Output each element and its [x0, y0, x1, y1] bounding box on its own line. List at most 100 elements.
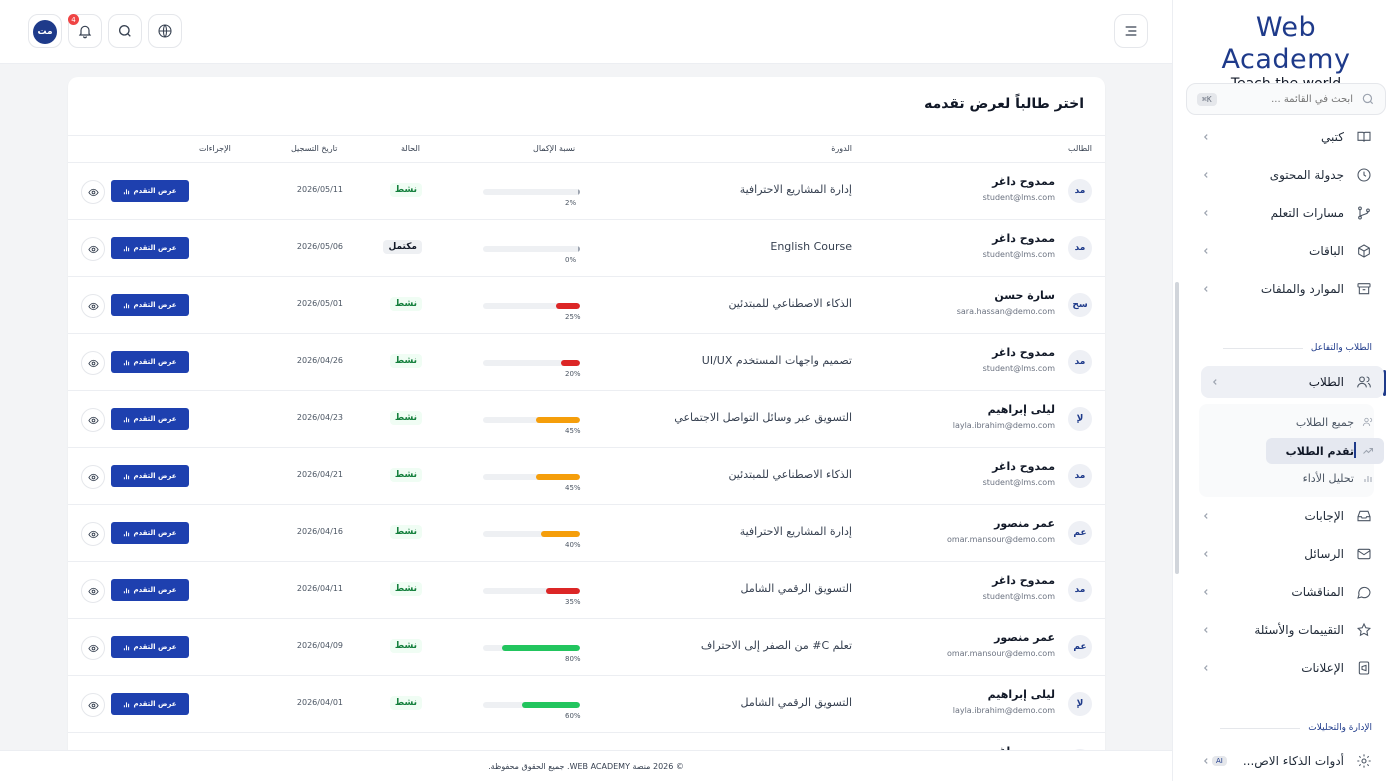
sidebar-item-answers[interactable]: الإجابات [1202, 500, 1372, 532]
progress-bar [483, 417, 580, 423]
view-progress-label: عرض التقدم [133, 244, 177, 252]
submenu-item-performance-analysis[interactable]: تحليل الأداء [1266, 465, 1384, 491]
sidebar-search-input[interactable] [1216, 93, 1353, 105]
logo[interactable]: Web Academy Teach the world [1188, 12, 1384, 92]
student-name: ليلى إبراهيم [987, 688, 1055, 701]
eye-icon [87, 587, 99, 595]
preview-button[interactable] [81, 180, 105, 204]
sidebar-item-messages[interactable]: الرسائل [1202, 538, 1372, 570]
view-progress-button[interactable]: عرض التقدم [111, 351, 189, 373]
sidebar-item-announcements[interactable]: الإعلانات [1202, 652, 1372, 684]
settings-icon [1357, 754, 1371, 768]
sidebar-item-content-schedule[interactable]: جدولة المحتوى [1202, 159, 1372, 191]
section-label-admin: الإدارة والتحليلات [1220, 723, 1372, 733]
submenu-item-all-students[interactable]: جميع الطلاب [1266, 409, 1384, 435]
course-name: تصميم واجهات المستخدم UI/UX [701, 354, 852, 367]
users-icon [1362, 417, 1373, 427]
divider [1220, 727, 1301, 729]
preview-button[interactable] [81, 351, 105, 375]
sidebar-item-my-books[interactable]: كتبي [1202, 121, 1372, 153]
student-avatar: لإ [1068, 692, 1092, 716]
sidebar-item-label: أدوات الذكاء الاص... [1242, 754, 1344, 768]
enrollment-date: 2026/04/01 [296, 698, 343, 707]
sidebar-item-resources[interactable]: الموارد والملفات [1202, 273, 1372, 305]
language-button[interactable] [148, 14, 182, 48]
course-name: إدارة المشاريع الاحترافية [739, 183, 852, 196]
submenu-active-indicator [1354, 442, 1356, 458]
preview-button[interactable] [81, 294, 105, 318]
preview-button[interactable] [81, 579, 105, 603]
sidebar: Web Academy Teach the world ⌘K كتبي جدول… [1172, 0, 1400, 781]
sidebar-item-discussions[interactable]: المناقشات [1202, 576, 1372, 608]
progress-label: 80% [565, 655, 581, 663]
sidebar-item-reviews[interactable]: التقييمات والأسئلة [1202, 614, 1372, 646]
student-email: student@lms.com [982, 250, 1055, 259]
progress-fill [521, 702, 580, 708]
preview-button[interactable] [81, 237, 105, 261]
sidebar-item-students[interactable]: الطلاب [1201, 366, 1384, 398]
view-progress-button[interactable]: عرض التقدم [111, 408, 189, 430]
preview-button[interactable] [81, 693, 105, 717]
preview-button[interactable] [81, 636, 105, 660]
view-progress-label: عرض التقدم [133, 358, 177, 366]
column-header-course: الدورة [831, 144, 852, 153]
section-label-text: الإدارة والتحليلات [1308, 723, 1372, 733]
student-name: ممدوح داغر [992, 175, 1055, 188]
chart-icon [124, 188, 130, 194]
preview-button[interactable] [81, 408, 105, 432]
menu-toggle-button[interactable] [1114, 14, 1148, 48]
sidebar-scrollbar[interactable] [1175, 282, 1179, 574]
ai-badge: AI [1211, 756, 1227, 766]
mail-icon [1357, 548, 1371, 560]
page-title: اختر طالباً لعرض تقدمه [924, 96, 1084, 112]
megaphone-icon [1358, 661, 1370, 675]
view-progress-button[interactable]: عرض التقدم [111, 465, 189, 487]
copyright-text: © 2026 منصة WEB ACADEMY. جميع الحقوق محف… [488, 761, 684, 771]
preview-button[interactable] [81, 522, 105, 546]
student-avatar: مد [1068, 350, 1092, 374]
view-progress-button[interactable]: عرض التقدم [111, 522, 189, 544]
preview-button[interactable] [81, 465, 105, 489]
chevron-left-icon [1203, 172, 1208, 178]
submenu-item-label: تقدم الطلاب [1285, 444, 1354, 458]
sidebar-item-learning-paths[interactable]: مسارات التعلم [1202, 197, 1372, 229]
progress-fill [502, 645, 580, 651]
course-name: التسويق الرقمي الشامل [740, 582, 852, 595]
table-row: مد ممدوح داغر student@lms.com التسويق الرقم… [68, 562, 1105, 619]
avatar[interactable]: مت [33, 20, 57, 44]
view-progress-button[interactable]: عرض التقدم [111, 693, 189, 715]
student-email: student@lms.com [982, 478, 1055, 487]
view-progress-button[interactable]: عرض التقدم [111, 237, 189, 259]
eye-icon [87, 473, 99, 481]
sidebar-search: ⌘K [1186, 83, 1386, 115]
status-badge: نشط [389, 639, 422, 653]
column-header-status: الحالة [401, 144, 420, 153]
sidebar-item-packages[interactable]: الباقات [1202, 235, 1372, 267]
student-name: ممدوح داغر [992, 232, 1055, 245]
enrollment-date: 2026/04/21 [296, 470, 343, 479]
sidebar-item-label: جدولة المحتوى [1269, 168, 1344, 182]
sidebar-item-ai-tools[interactable]: أدوات الذكاء الاص... AI [1202, 745, 1372, 777]
chevron-left-icon [1203, 210, 1208, 216]
search-button[interactable] [108, 14, 142, 48]
view-progress-button[interactable]: عرض التقدم [111, 579, 189, 601]
view-progress-label: عرض التقدم [133, 415, 177, 423]
eye-icon [87, 644, 99, 652]
eye-icon [87, 530, 99, 538]
status-badge: نشط [389, 183, 422, 197]
sidebar-item-label: الإجابات [1304, 509, 1344, 523]
view-progress-label: عرض التقدم [133, 586, 177, 594]
progress-label: 45% [565, 484, 581, 492]
submenu-item-student-progress[interactable]: تقدم الطلاب [1266, 438, 1384, 464]
progress-bar [483, 588, 580, 594]
progress-label: 45% [565, 427, 581, 435]
table-row: لإ ليلى إبراهيم layla.ibrahim@demo.com التس… [68, 676, 1105, 733]
clock-icon [1357, 168, 1371, 182]
chart-icon [124, 302, 130, 308]
status-badge: نشط [389, 411, 422, 425]
chevron-down-icon [1212, 379, 1217, 385]
view-progress-button[interactable]: عرض التقدم [111, 294, 189, 316]
submenu-item-label: تحليل الأداء [1302, 471, 1354, 485]
view-progress-button[interactable]: عرض التقدم [111, 636, 189, 658]
view-progress-button[interactable]: عرض التقدم [111, 180, 189, 202]
